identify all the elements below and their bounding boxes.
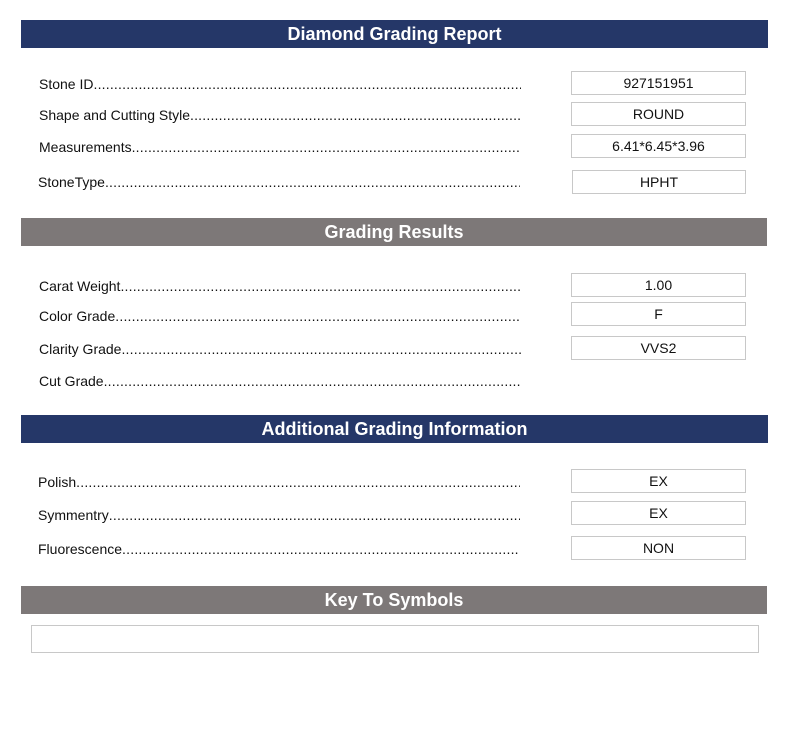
- value-clarity-grade: VVS2: [571, 336, 746, 360]
- label-carat-weight: Carat Weight: [39, 277, 521, 295]
- value-measurements: 6.41*6.45*3.96: [571, 134, 746, 158]
- label-shape: Shape and Cutting Style: [39, 106, 521, 124]
- value-shape: ROUND: [571, 102, 746, 126]
- header-additional-info: Additional Grading Information: [21, 415, 768, 443]
- header-key-to-symbols: Key To Symbols: [21, 586, 767, 614]
- value-symmetry: EX: [571, 501, 746, 525]
- label-measurements: Measurements: [39, 138, 521, 156]
- header-grading-results: Grading Results: [21, 218, 767, 246]
- value-polish: EX: [571, 469, 746, 493]
- label-cut-grade: Cut Grade: [39, 372, 521, 390]
- value-stone-type: HPHT: [572, 170, 746, 194]
- label-color-grade: Color Grade: [39, 307, 521, 325]
- value-fluorescence: NON: [571, 536, 746, 560]
- key-to-symbols-box: [31, 625, 759, 653]
- label-symmetry: Symmentry: [38, 506, 520, 524]
- value-carat-weight: 1.00: [571, 273, 746, 297]
- label-clarity-grade: Clarity Grade: [39, 340, 521, 358]
- label-stone-type: StoneType: [38, 173, 520, 191]
- header-diamond-grading-report: Diamond Grading Report: [21, 20, 768, 48]
- label-stone-id: Stone ID: [39, 75, 521, 93]
- value-color-grade: F: [571, 302, 746, 326]
- value-stone-id: 927151951: [571, 71, 746, 95]
- label-fluorescence: Fluorescence: [38, 540, 520, 558]
- label-polish: Polish: [38, 473, 520, 491]
